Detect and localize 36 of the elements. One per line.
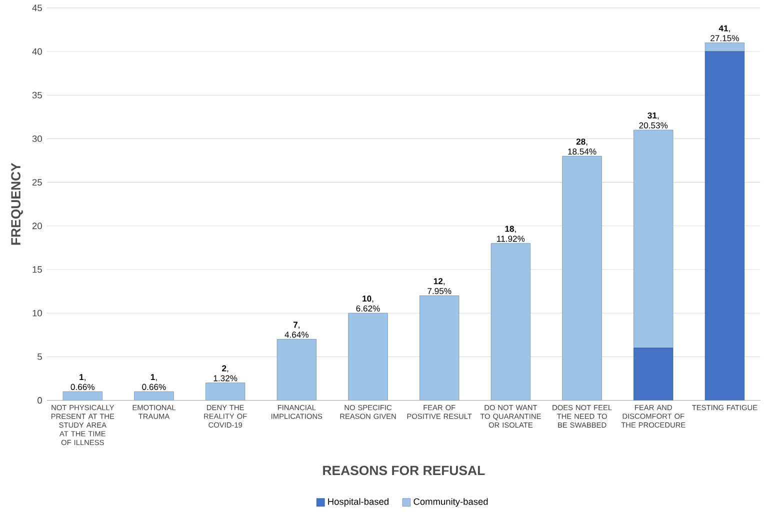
y-tick-label: 0 — [38, 397, 42, 404]
y-tick-label: 30 — [32, 136, 42, 142]
bar — [206, 382, 246, 400]
total-label: 10, 6.62% — [356, 296, 380, 312]
y-tick-label: 45 — [32, 4, 42, 12]
bar — [634, 130, 674, 348]
total-label: 31, 20.53% — [639, 112, 668, 128]
legend-label: Community-based — [414, 498, 488, 507]
bar — [490, 243, 531, 400]
legend-label: Hospital-based — [328, 498, 388, 507]
y-tick-label: 35 — [32, 92, 42, 98]
total-label: 1, 0.66% — [70, 374, 94, 390]
y-tick-label: 5 — [38, 354, 42, 360]
y-tick-label: 20 — [32, 222, 42, 230]
bar — [62, 391, 102, 400]
total-label: 7, 4.64% — [284, 322, 309, 338]
y-tick-label: 15 — [32, 266, 42, 273]
y-tick-label: 25 — [32, 179, 42, 186]
total-label: 41, 27.15% — [710, 25, 739, 42]
bar — [562, 156, 602, 400]
y-tick-label: 10 — [32, 310, 42, 316]
bar — [276, 339, 316, 400]
bar — [634, 348, 674, 400]
bar — [704, 42, 745, 52]
total-label: 12, 7.95% — [428, 278, 452, 294]
x-axis-title: REASONS FOR REFUSAL — [323, 466, 485, 476]
total-label: 28, 18.54% — [568, 138, 596, 155]
y-axis-title: FREQUENCY — [11, 162, 23, 245]
bar — [704, 51, 745, 400]
bar — [134, 391, 174, 400]
bar — [420, 296, 460, 400]
y-tick-label: 40 — [32, 48, 42, 55]
total-label: 18, 11.92% — [497, 226, 525, 242]
total-label: 2, 1.32% — [214, 365, 238, 382]
total-label: 1, 0.66% — [142, 374, 166, 390]
bar — [348, 312, 388, 400]
